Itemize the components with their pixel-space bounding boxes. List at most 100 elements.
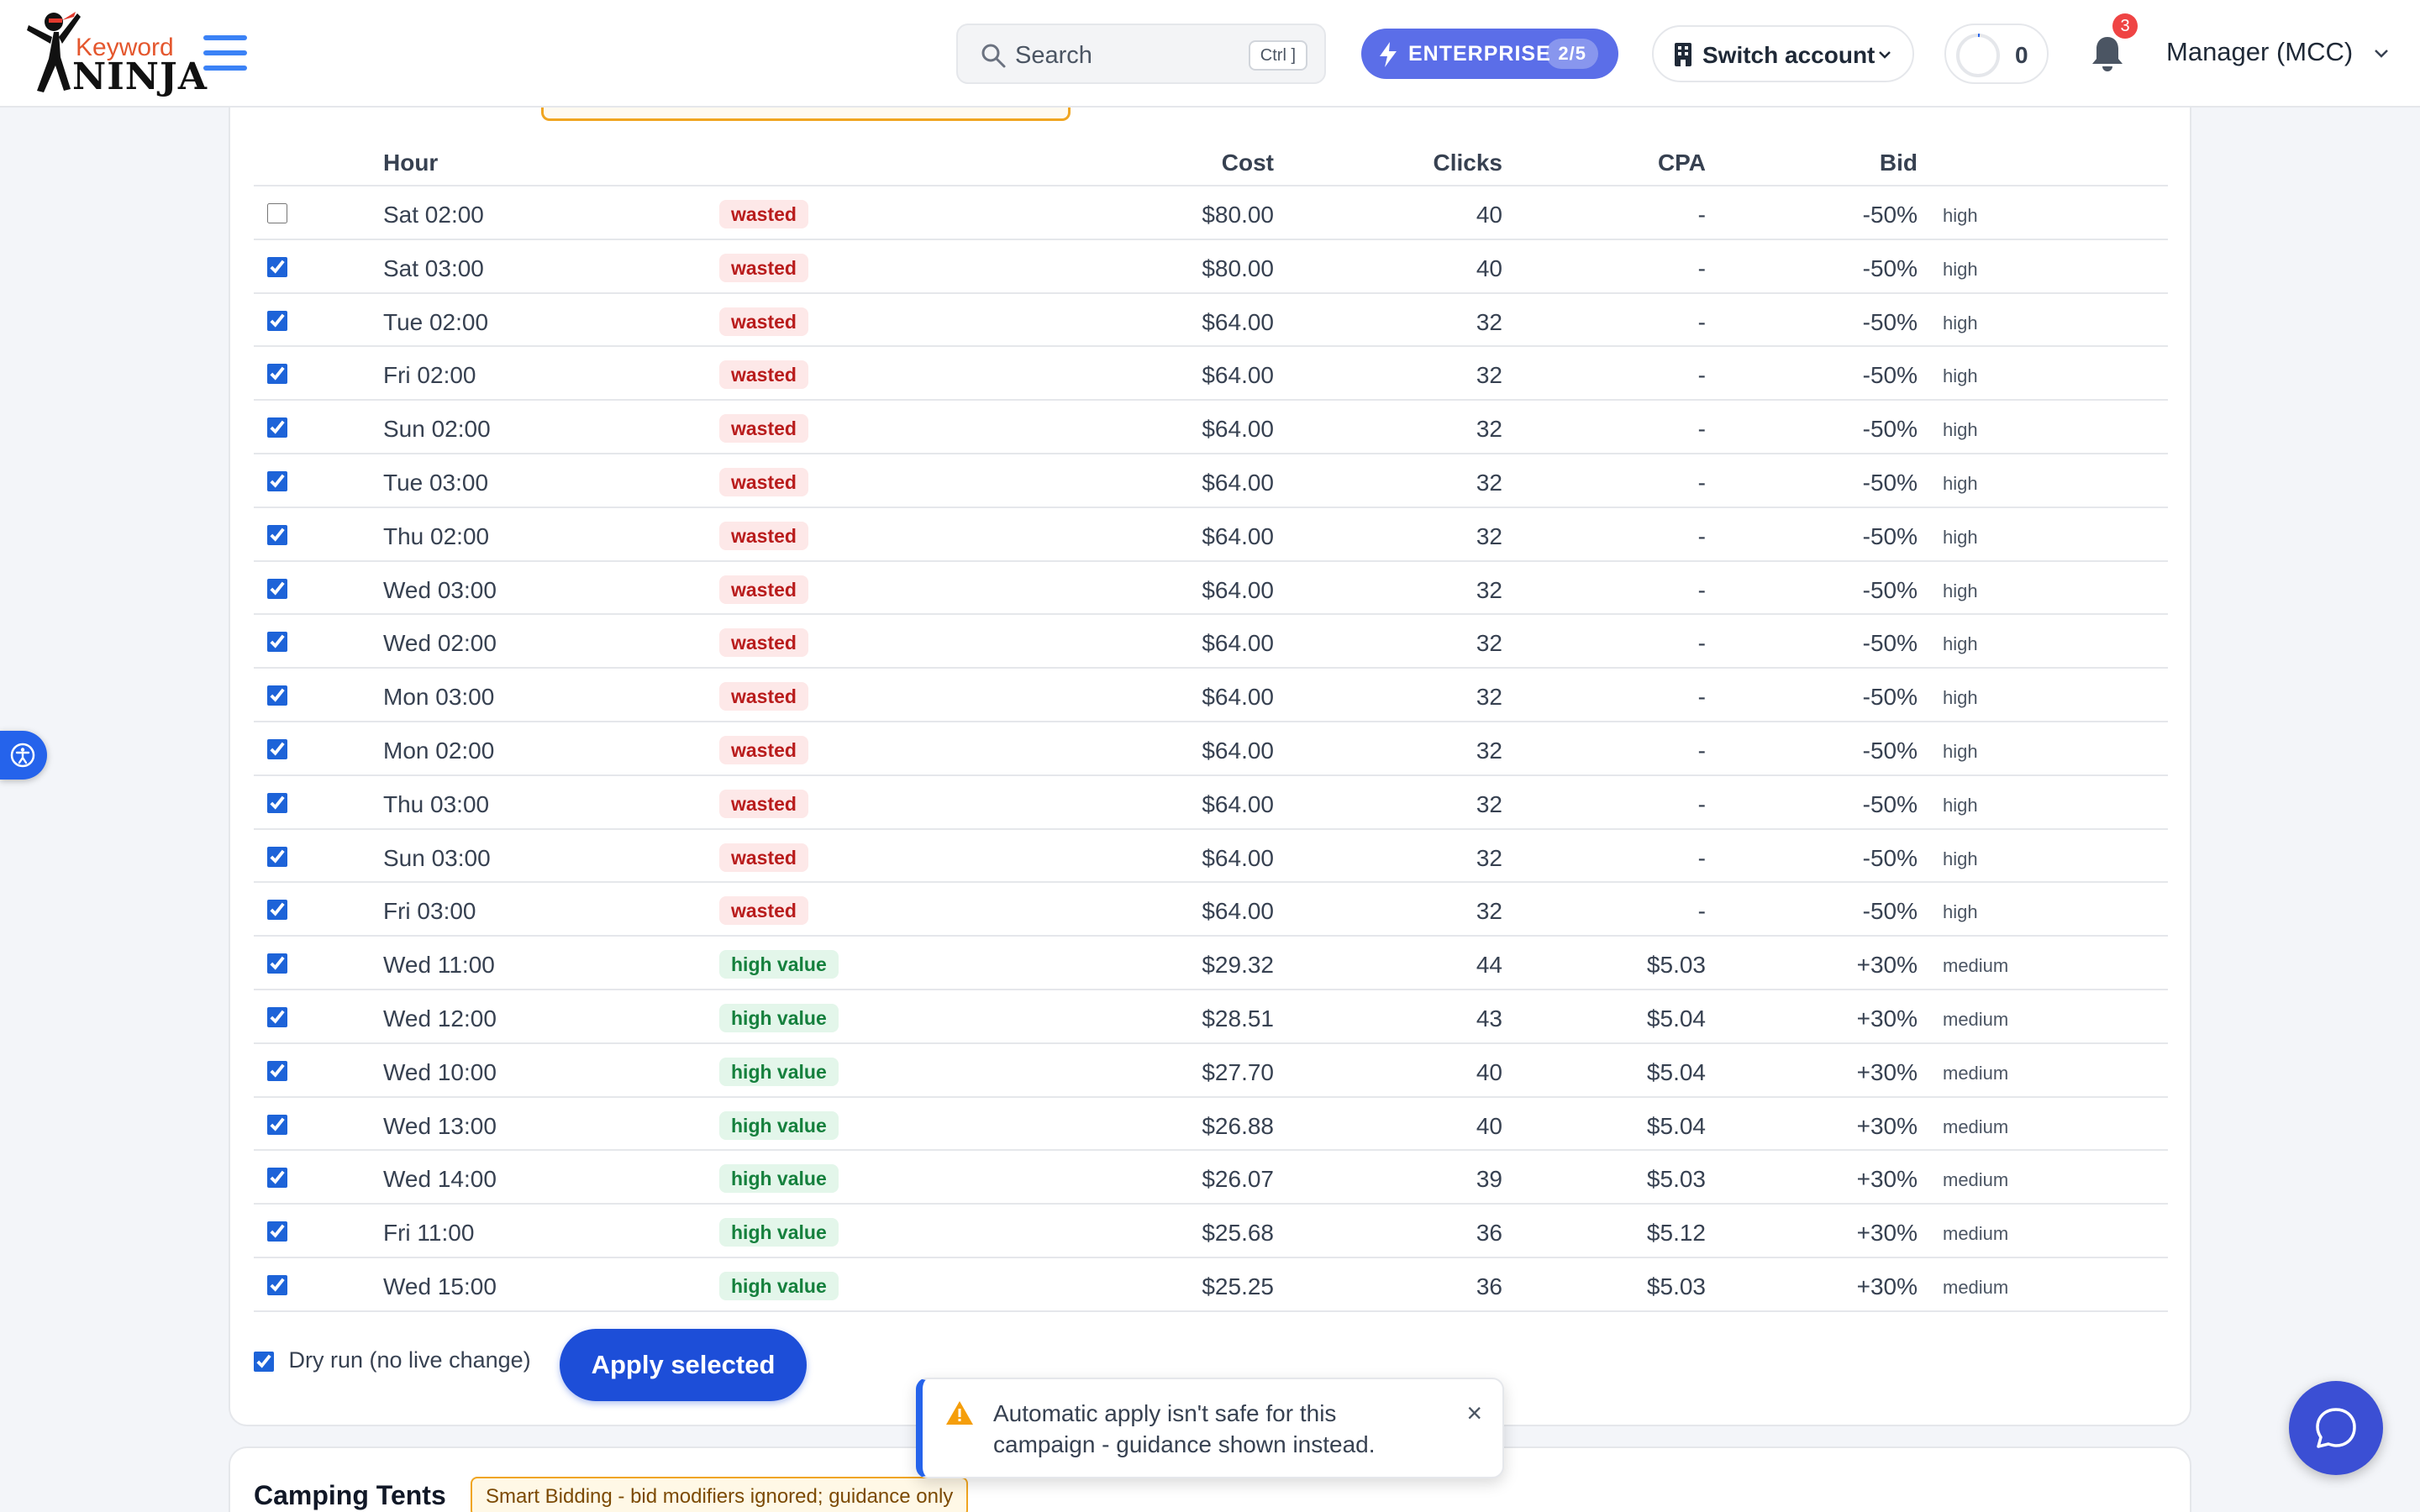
- notifications-bell-icon[interactable]: [2089, 34, 2126, 74]
- confidence-cell: high: [1943, 901, 1978, 923]
- row-tag-badge: high value: [719, 1218, 839, 1247]
- row-tag-badge: wasted: [719, 467, 808, 496]
- clicks-cell: 32: [1476, 469, 1502, 496]
- cost-cell: $64.00: [1202, 737, 1274, 764]
- clicks-cell: 32: [1476, 844, 1502, 871]
- confidence-cell: medium: [1943, 1008, 2009, 1030]
- hour-cell: Wed 11:00: [383, 952, 495, 979]
- row-select-checkbox[interactable]: [267, 256, 287, 277]
- hour-cell: Fri 11:00: [383, 1220, 475, 1247]
- row-tag-badge: high value: [719, 1110, 839, 1140]
- credits-indicator[interactable]: 0: [1944, 24, 2049, 84]
- row-select-checkbox[interactable]: [267, 1006, 287, 1027]
- cost-cell: $64.00: [1202, 844, 1274, 871]
- row-select-checkbox[interactable]: [267, 203, 287, 223]
- row-select-checkbox[interactable]: [267, 1221, 287, 1242]
- row-select-checkbox[interactable]: [267, 578, 287, 599]
- row-select-checkbox[interactable]: [267, 953, 287, 974]
- ninja-figure-icon: [27, 12, 81, 92]
- table-row: Fri 03:00 wasted $64.00 32 - -50% high: [254, 883, 2168, 937]
- clicks-cell: 32: [1476, 362, 1502, 389]
- bid-cell: -50%: [1862, 522, 1918, 549]
- row-select-checkbox[interactable]: [267, 792, 287, 813]
- row-tag-badge: high value: [719, 1271, 839, 1300]
- account-menu[interactable]: Manager (MCC): [2166, 37, 2389, 67]
- apply-selected-button[interactable]: Apply selected: [560, 1329, 807, 1401]
- cpa-cell: $5.12: [1646, 1220, 1706, 1247]
- bid-cell: +30%: [1856, 1005, 1918, 1032]
- close-icon[interactable]: ×: [1466, 1398, 1482, 1428]
- row-select-checkbox[interactable]: [267, 417, 287, 438]
- row-select-checkbox[interactable]: [267, 1114, 287, 1135]
- bid-cell: -50%: [1862, 684, 1918, 711]
- confidence-cell: medium: [1943, 1223, 2009, 1245]
- table-row: Wed 13:00 high value $26.88 40 $5.04 +30% medi…: [254, 1098, 2168, 1152]
- row-select-checkbox[interactable]: [267, 1168, 287, 1189]
- account-name: Manager (MCC): [2166, 37, 2354, 66]
- table-row: Wed 03:00 wasted $64.00 32 - -50% high: [254, 562, 2168, 616]
- bid-cell: +30%: [1856, 1112, 1918, 1139]
- cost-cell: $25.68: [1202, 1220, 1274, 1247]
- row-select-checkbox[interactable]: [267, 632, 287, 653]
- toast-message: Automatic apply isn't safe for this camp…: [993, 1400, 1376, 1457]
- row-select-checkbox[interactable]: [267, 846, 287, 867]
- row-select-checkbox[interactable]: [267, 900, 287, 921]
- bid-cell: -50%: [1862, 255, 1918, 281]
- keyword-ninja-logo[interactable]: Keyword NINJA: [24, 5, 207, 102]
- bid-cell: -50%: [1862, 630, 1918, 657]
- bid-cell: +30%: [1856, 1058, 1918, 1085]
- row-select-checkbox[interactable]: [267, 524, 287, 545]
- global-search-box[interactable]: Search Ctrl ]: [956, 24, 1326, 84]
- clicks-cell: 32: [1476, 737, 1502, 764]
- row-select-checkbox[interactable]: [267, 685, 287, 706]
- accessibility-icon: [10, 743, 35, 768]
- cpa-cell: -: [1697, 255, 1706, 281]
- credits-value: 0: [2015, 42, 2028, 68]
- warning-toast: Automatic apply isn't safe for this camp…: [916, 1378, 1504, 1478]
- cost-cell: $26.07: [1202, 1166, 1274, 1193]
- bid-cell: -50%: [1862, 576, 1918, 603]
- bid-cell: +30%: [1856, 1220, 1918, 1247]
- lightning-bolt-icon: [1380, 42, 1397, 67]
- clicks-cell: 32: [1476, 630, 1502, 657]
- dayparting-table: Hour Cost Clicks CPA Bid Sat 02:00 wasted…: [254, 139, 2168, 1312]
- cpa-cell: $5.03: [1646, 1166, 1706, 1193]
- table-row: Wed 10:00 high value $27.70 40 $5.04 +30% medi…: [254, 1044, 2168, 1098]
- cpa-cell: $5.03: [1646, 1273, 1706, 1299]
- switch-account-button[interactable]: Switch account: [1652, 25, 1914, 82]
- row-select-checkbox[interactable]: [267, 738, 287, 759]
- row-select-checkbox[interactable]: [267, 1060, 287, 1081]
- enterprise-plan-button[interactable]: ENTERPRISE 2/5: [1361, 29, 1618, 79]
- accessibility-button[interactable]: [0, 731, 47, 780]
- chat-support-button[interactable]: [2289, 1381, 2383, 1475]
- dry-run-checkbox[interactable]: [254, 1351, 274, 1372]
- cpa-cell: -: [1697, 362, 1706, 389]
- clicks-cell: 36: [1476, 1220, 1502, 1247]
- hour-cell: Wed 14:00: [383, 1166, 497, 1193]
- row-select-checkbox[interactable]: [267, 1274, 287, 1295]
- bid-cell: -50%: [1862, 362, 1918, 389]
- cost-cell: $29.32: [1202, 952, 1274, 979]
- hour-cell: Wed 10:00: [383, 1058, 497, 1085]
- table-row: Wed 14:00 high value $26.07 39 $5.03 +30% medi…: [254, 1151, 2168, 1205]
- confidence-cell: high: [1943, 205, 1978, 226]
- clicks-cell: 32: [1476, 576, 1502, 603]
- hour-cell: Fri 03:00: [383, 898, 476, 925]
- column-header-clicks: Clicks: [1433, 150, 1503, 176]
- hour-cell: Thu 02:00: [383, 522, 490, 549]
- row-select-checkbox[interactable]: [267, 470, 287, 491]
- row-select-checkbox[interactable]: [267, 364, 287, 385]
- dry-run-toggle[interactable]: Dry run (no live change): [254, 1347, 531, 1373]
- cpa-cell: -: [1697, 576, 1706, 603]
- row-select-checkbox[interactable]: [267, 310, 287, 331]
- confidence-cell: high: [1943, 848, 1978, 869]
- bid-cell: -50%: [1862, 898, 1918, 925]
- table-body: Sat 02:00 wasted $80.00 40- -50% high Sat 03:0…: [254, 186, 2168, 1312]
- confidence-cell: medium: [1943, 1062, 2009, 1084]
- warning-icon: [946, 1401, 973, 1425]
- menu-toggle-button[interactable]: [203, 35, 247, 74]
- cost-cell: $64.00: [1202, 308, 1274, 335]
- hour-cell: Mon 03:00: [383, 684, 495, 711]
- row-tag-badge: high value: [719, 1003, 839, 1032]
- cpa-cell: $5.03: [1646, 952, 1706, 979]
